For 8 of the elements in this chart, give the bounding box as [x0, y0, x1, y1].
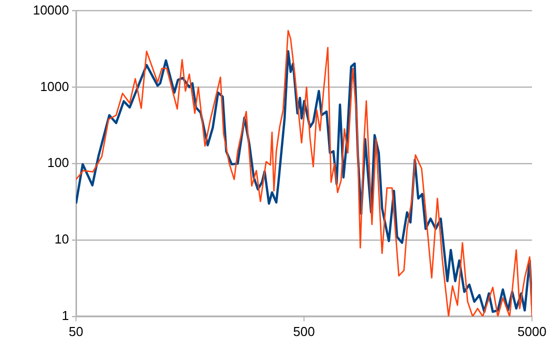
x-tick-label: 50: [68, 324, 84, 339]
y-tick-label: 1000: [40, 78, 69, 94]
y-tick-label: 10: [54, 232, 69, 247]
x-tick-label: 500: [293, 324, 315, 339]
y-tick-label: 1: [62, 308, 69, 323]
y-tick-label: 100: [47, 155, 69, 170]
x-tick-label: 5000: [518, 324, 546, 339]
y-tick-label: 10000: [32, 2, 69, 18]
